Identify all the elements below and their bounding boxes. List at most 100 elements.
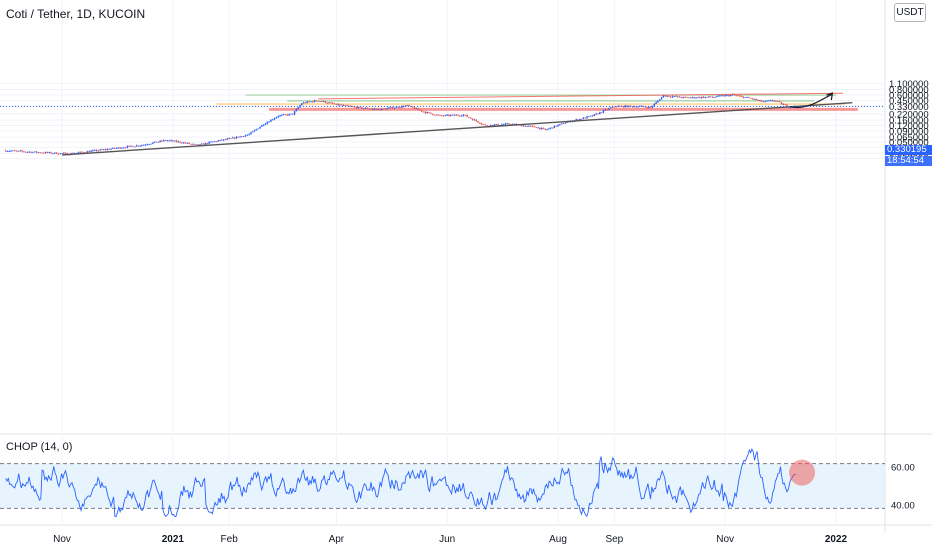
candle-body — [768, 100, 770, 102]
candle-body — [17, 150, 20, 152]
candle-body — [450, 115, 452, 116]
candle-body — [297, 107, 299, 110]
candle-body — [315, 100, 318, 102]
candle-body — [304, 102, 307, 104]
candle-body — [482, 124, 485, 126]
candle-body — [688, 97, 690, 99]
candle-body — [393, 107, 396, 109]
candle-body — [215, 141, 218, 143]
candle-body — [112, 147, 114, 149]
candle-body — [106, 148, 109, 150]
candle-body — [470, 117, 472, 119]
candle-body — [364, 107, 367, 109]
candle-body — [649, 106, 652, 108]
candle-body — [46, 152, 49, 153]
indicator-axis[interactable]: 60.00 40.00 — [891, 463, 915, 512]
candle-body — [604, 109, 607, 111]
candle-body — [235, 136, 238, 139]
candle-body — [252, 131, 254, 133]
candle-body — [531, 125, 534, 127]
candle-body — [609, 107, 612, 109]
candle-body — [686, 97, 688, 98]
candle-body — [170, 140, 172, 142]
candle-body — [655, 102, 657, 104]
candle-body — [33, 151, 36, 153]
candle-body — [540, 128, 543, 130]
candle-body — [718, 95, 721, 97]
candle-body — [310, 101, 312, 103]
candle-body — [246, 134, 249, 136]
candle-body — [281, 114, 283, 116]
candle-body — [144, 144, 147, 146]
candle-body — [330, 102, 332, 104]
currency-button[interactable]: USDT — [894, 3, 926, 22]
time-tick-label: Feb — [221, 534, 239, 545]
candle-body — [673, 96, 676, 97]
candle-body — [195, 144, 198, 145]
candle-body — [326, 102, 329, 104]
candle-body — [146, 144, 149, 146]
indicator-label[interactable]: CHOP (14, 0) — [6, 441, 73, 453]
candle-body — [141, 145, 143, 146]
time-axis[interactable]: Nov 2021 Feb Apr Jun Aug Sep Nov 2022 — [53, 534, 847, 545]
candle-body — [401, 106, 403, 108]
candle-body — [159, 140, 161, 142]
candle-body — [508, 123, 510, 125]
candle-body — [197, 144, 200, 146]
candle-body — [464, 114, 467, 116]
price-tick-label: 0.330000 — [889, 102, 929, 113]
candle-body — [477, 121, 479, 123]
highlight-marker — [789, 459, 816, 486]
candle-body — [382, 108, 385, 110]
candle-body — [431, 113, 434, 115]
candle-body — [726, 95, 728, 96]
price-tick-label: 0.450000 — [889, 96, 929, 107]
candle-body — [606, 109, 608, 111]
candle-body — [162, 140, 165, 142]
candle-body — [402, 106, 405, 107]
price-tick-label: 0.600000 — [889, 91, 929, 102]
candle-body — [764, 100, 766, 102]
candle-body — [535, 127, 537, 128]
candle-body — [202, 143, 205, 145]
candle-body — [646, 107, 648, 108]
candle-body — [706, 97, 708, 98]
candle-body — [680, 97, 683, 99]
candle-body — [422, 111, 425, 113]
candle-body — [143, 144, 145, 146]
candle-body — [388, 107, 390, 109]
candle-body — [659, 99, 661, 101]
candle-body — [262, 124, 265, 126]
candle-body — [177, 141, 180, 143]
candle-body — [77, 152, 80, 154]
candle-body — [786, 104, 788, 107]
candle-body — [717, 95, 719, 97]
candle-body — [190, 143, 192, 145]
candle-body — [10, 150, 12, 152]
candle-body — [397, 106, 399, 108]
candle-body — [564, 122, 567, 124]
candle-body — [88, 151, 91, 153]
candle-body — [546, 129, 548, 131]
candle-body — [530, 125, 532, 127]
candle-body — [591, 115, 594, 117]
candle-body — [24, 151, 27, 153]
candle-body — [255, 129, 258, 131]
candle-body — [751, 98, 754, 100]
candle-body — [648, 106, 650, 108]
candle-body — [253, 130, 256, 132]
candle-body — [413, 107, 416, 109]
candle-body — [248, 134, 250, 136]
candle-body — [261, 125, 263, 127]
price-grid — [0, 0, 932, 532]
candle-body — [221, 139, 223, 141]
candle-body — [53, 152, 56, 154]
candle-body — [411, 106, 414, 108]
candle-body — [168, 140, 170, 142]
candle-body — [462, 114, 465, 116]
candle-body — [597, 113, 599, 115]
candle-body — [633, 106, 636, 108]
candle-body — [63, 152, 65, 154]
candle-body — [689, 97, 692, 99]
